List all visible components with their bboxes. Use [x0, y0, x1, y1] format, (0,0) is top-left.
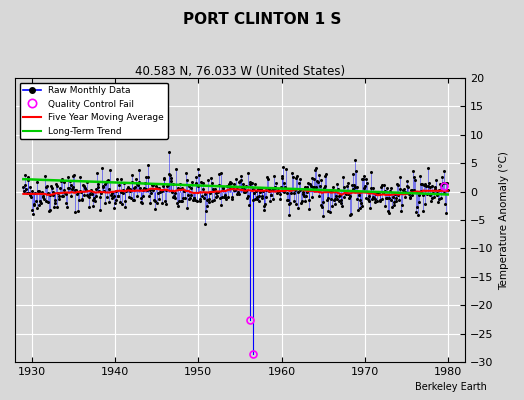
Text: PORT CLINTON 1 S: PORT CLINTON 1 S [183, 12, 341, 27]
Text: Berkeley Earth: Berkeley Earth [416, 382, 487, 392]
Y-axis label: Temperature Anomaly (°C): Temperature Anomaly (°C) [499, 151, 509, 290]
Legend: Raw Monthly Data, Quality Control Fail, Five Year Moving Average, Long-Term Tren: Raw Monthly Data, Quality Control Fail, … [19, 82, 168, 139]
Title: 40.583 N, 76.033 W (United States): 40.583 N, 76.033 W (United States) [135, 65, 345, 78]
